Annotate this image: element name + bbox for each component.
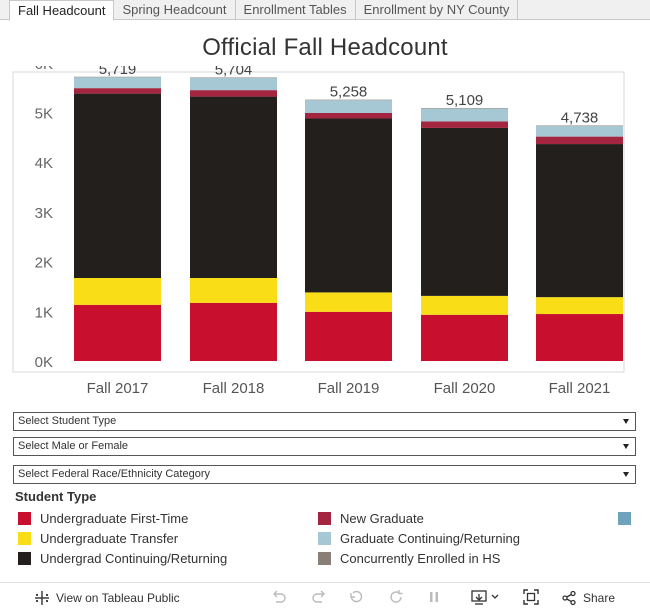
tab-enrollment-tables[interactable]: Enrollment Tables [236,0,356,20]
tab-bar: Fall Headcount Spring Headcount Enrollme… [0,0,650,21]
legend-item-undergraduate-transfer[interactable]: Undergraduate Transfer [18,530,178,546]
y-tick-label: 0K [35,354,53,371]
bar-segment[interactable] [421,127,508,296]
refresh-icon[interactable] [387,588,405,606]
legend-item-unlabeled[interactable] [618,510,640,526]
bar-segment[interactable] [536,144,623,298]
revert-icon[interactable] [347,588,365,606]
legend-item-graduate-continuing[interactable]: Graduate Continuing/Returning [318,530,520,546]
x-tick-label: Fall 2018 [203,380,265,397]
bar-segment[interactable] [536,136,623,145]
legend-label: Concurrently Enrolled in HS [340,550,501,566]
share-label: Share [583,591,616,605]
race-ethnicity-filter[interactable]: Select Federal Race/Ethnicity Category [13,465,636,484]
view-on-tableau-label: View on Tableau Public [56,591,180,605]
legend-label: Undergraduate Transfer [40,530,179,546]
student-type-filter[interactable]: Select Student Type [13,412,636,431]
tableau-logo-icon [35,591,49,605]
tab-fall-headcount[interactable]: Fall Headcount [9,0,115,21]
chevron-down-icon [623,444,629,449]
legend-item-new-graduate[interactable]: New Graduate [318,510,424,526]
y-tick-label: 6K [35,66,53,73]
bar-total-label: 5,109 [446,92,484,109]
legend-swatch [318,511,331,525]
chevron-down-icon [623,472,629,477]
x-tick-label: Fall 2017 [87,380,149,397]
y-tick-label: 3K [35,205,53,222]
legend-label: Graduate Continuing/Returning [340,530,520,546]
bar-segment[interactable] [421,314,508,361]
legend-swatch [318,531,331,545]
bar-segment[interactable] [421,295,508,315]
bar-total-label: 4,738 [561,110,599,127]
legend-swatch [318,551,331,565]
legend-swatch [18,511,31,525]
bar-segment[interactable] [190,302,277,361]
bar-segment[interactable] [190,78,277,91]
bar-segment[interactable] [74,88,161,94]
x-tick-label: Fall 2020 [434,380,496,397]
x-tick-label: Fall 2019 [318,380,380,397]
legend-label: Undergrad Continuing/Returning [40,550,228,566]
bar-segment[interactable] [190,96,277,279]
race-ethnicity-filter-value: Select Federal Race/Ethnicity Category [18,468,210,480]
undo-icon[interactable] [270,588,288,606]
x-tick-label: Fall 2021 [549,380,611,397]
chevron-down-icon [623,419,629,424]
student-type-filter-value: Select Student Type [18,415,117,427]
fullscreen-icon[interactable] [522,588,540,606]
share-icon [562,590,576,606]
legend-swatch [18,531,31,545]
y-tick-label: 2K [35,255,53,272]
bar-segment[interactable] [305,311,392,361]
legend-swatch [18,551,31,565]
legend-item-concurrently-enrolled[interactable]: Concurrently Enrolled in HS [318,550,500,566]
legend-label: Undergraduate First-Time [40,510,189,526]
chart-title: Official Fall Headcount [202,34,448,61]
pause-icon[interactable] [425,588,443,606]
legend-title: Student Type [15,489,97,504]
legend-label: New Graduate [340,510,424,526]
bar-segment[interactable] [305,100,392,113]
bar-segment[interactable] [305,292,392,312]
bar-segment[interactable] [421,121,508,128]
bar-segment[interactable] [421,108,508,122]
bar-segment[interactable] [305,118,392,293]
tab-enrollment-by-ny-county[interactable]: Enrollment by NY County [356,0,519,20]
tab-spring-headcount[interactable]: Spring Headcount [114,0,236,20]
y-tick-label: 1K [35,304,53,321]
legend-item-undergrad-continuing[interactable]: Undergrad Continuing/Returning [18,550,227,566]
bar-segment[interactable] [536,297,623,315]
y-tick-label: 4K [35,155,53,172]
gender-filter[interactable]: Select Male or Female [13,437,636,456]
legend-swatch [618,511,631,525]
bar-segment[interactable] [190,90,277,97]
bar-segment[interactable] [536,314,623,361]
gender-filter-value: Select Male or Female [18,440,129,452]
footer-toolbar: View on Tableau Public Share [0,582,650,610]
download-icon[interactable] [470,588,504,606]
stacked-bar-chart: 0K 1K 2K 3K 4K 5K 6K 5,719 5,704 5,258 5,109 4,738… [12,66,625,397]
view-on-tableau-link[interactable]: View on Tableau Public [34,590,180,606]
share-button[interactable]: Share [561,590,615,606]
bar-segment[interactable] [190,278,277,303]
bar-segment[interactable] [74,93,161,279]
bar-segment[interactable] [74,304,161,361]
bar-total-label: 5,704 [215,66,253,79]
bar-segment[interactable] [74,278,161,305]
bar-segment[interactable] [305,112,392,119]
y-tick-label: 5K [35,106,53,123]
bar-total-label: 5,719 [99,66,137,78]
redo-icon[interactable] [310,588,328,606]
legend-item-undergraduate-first-time[interactable]: Undergraduate First-Time [18,510,188,526]
bar-total-label: 5,258 [330,84,368,101]
bar-segment[interactable] [536,126,623,137]
bar-segment[interactable] [74,77,161,89]
